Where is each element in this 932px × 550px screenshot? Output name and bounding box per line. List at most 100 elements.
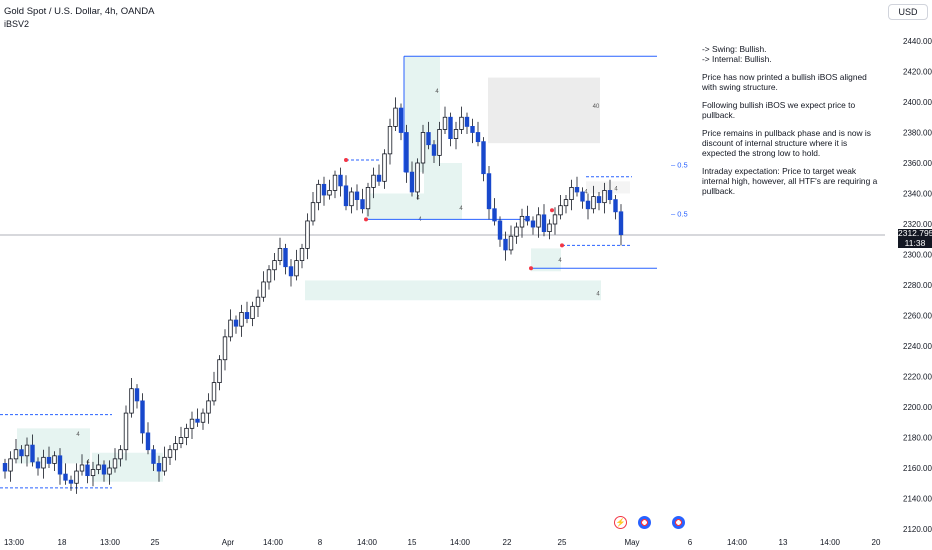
candle-body: [508, 235, 514, 251]
us-flag-event-icon[interactable]: [672, 516, 685, 529]
candle-body: [503, 238, 508, 251]
candle-body: [442, 116, 448, 130]
candle-body: [371, 174, 376, 188]
y-tick-label: 2320.000: [903, 220, 932, 229]
currency-selector[interactable]: USD: [888, 4, 928, 20]
candle-body: [118, 449, 123, 460]
candle-body: [618, 211, 624, 236]
x-tick-label: 14:00: [727, 538, 748, 547]
earnings-bolt-icon[interactable]: ⚡: [614, 516, 627, 529]
fib-level-label: – 0.5: [671, 161, 688, 170]
candle-body: [151, 449, 156, 464]
y-tick-label: 2160.000: [903, 464, 932, 473]
candle-body: [261, 281, 266, 298]
y-tick-label: 2300.000: [903, 251, 932, 260]
x-tick-label: 14:00: [820, 538, 841, 547]
zone-label: 4: [435, 89, 439, 95]
candle-body: [327, 190, 332, 196]
candle-body: [360, 199, 365, 210]
candle-body: [162, 456, 167, 472]
zone-box: [488, 77, 600, 144]
x-tick-label: 14:00: [450, 538, 471, 547]
candle-body: [574, 186, 580, 193]
candle-body: [437, 129, 442, 156]
candle-body: [173, 443, 178, 451]
candle-body: [250, 305, 255, 319]
candle-body: [35, 461, 41, 469]
x-tick-label: 14:00: [263, 538, 284, 547]
candle-body: [294, 260, 299, 277]
y-tick-label: 2280.000: [903, 281, 932, 290]
candle-body: [475, 132, 481, 143]
zone-label: 4: [596, 292, 600, 298]
x-tick-label: 8: [318, 538, 323, 547]
candle-body: [244, 312, 250, 319]
note-ibos: Price has now printed a bullish iBOS ali…: [702, 72, 867, 92]
x-tick-label: 6: [688, 538, 693, 547]
x-tick-label: 25: [558, 538, 567, 547]
candle-body: [13, 449, 19, 460]
candle-body: [349, 191, 354, 207]
candle-body: [591, 196, 596, 210]
swing-point-marker: [560, 243, 564, 248]
note-internal: -> Internal: Bullish.: [702, 54, 772, 64]
zone-label: 4: [416, 196, 420, 202]
candle-body: [68, 479, 74, 484]
candle-body: [239, 312, 244, 327]
candle-body: [470, 126, 475, 133]
candle-body: [541, 214, 547, 233]
x-tick-label: Apr: [222, 538, 235, 547]
x-tick-label: 13: [779, 538, 788, 547]
us-flag-event-icon[interactable]: [638, 516, 651, 529]
candle-body: [8, 458, 13, 472]
y-tick-label: 2220.000: [903, 373, 932, 382]
candle-body: [156, 463, 162, 472]
candle-body: [90, 469, 96, 477]
y-tick-label: 2120.000: [903, 525, 932, 534]
candle-body: [409, 171, 415, 193]
candle-body: [431, 144, 437, 156]
candle-body: [211, 382, 217, 402]
y-tick-label: 2380.000: [903, 129, 932, 138]
candle-body: [404, 132, 409, 173]
fib-level-label: – 0.5: [671, 209, 688, 218]
zone-label: 4: [76, 432, 80, 438]
zone-label: 40: [593, 104, 600, 110]
zone-label: 4: [584, 189, 588, 195]
candle-body: [123, 412, 129, 451]
candle-body: [387, 126, 393, 155]
candle-body: [547, 223, 552, 233]
candle-body: [30, 444, 35, 463]
candle-body: [63, 473, 68, 481]
candle-body: [453, 129, 459, 139]
candle-body: [272, 260, 277, 271]
y-tick-label: 2240.000: [903, 342, 932, 351]
indicator-label: iBSV2: [4, 19, 30, 29]
candle-body: [134, 388, 140, 402]
candle-body: [283, 247, 288, 268]
zone-label: 4: [459, 206, 463, 212]
candle-body: [343, 185, 349, 207]
candle-body: [354, 191, 360, 201]
candle-body: [96, 464, 101, 470]
x-tick-label: 15: [408, 538, 417, 547]
candle-body: [195, 418, 200, 423]
candle-body: [178, 437, 184, 444]
candle-body: [426, 132, 431, 146]
candle-body: [299, 247, 305, 261]
x-tick-label: 14:00: [357, 538, 378, 547]
candle-body: [448, 116, 453, 140]
zone-box: [531, 248, 561, 272]
y-tick-label: 2140.000: [903, 495, 932, 504]
candle-body: [217, 359, 222, 384]
candle-body: [145, 432, 151, 451]
zone-box: [586, 181, 630, 194]
candle-body: [569, 186, 574, 200]
candle-body: [585, 200, 591, 210]
y-tick-label: 2440.000: [903, 37, 932, 46]
candle-body: [382, 153, 387, 182]
candle-body: [19, 449, 24, 457]
y-tick-label: 2420.000: [903, 68, 932, 77]
zone-label: 4: [86, 459, 90, 465]
